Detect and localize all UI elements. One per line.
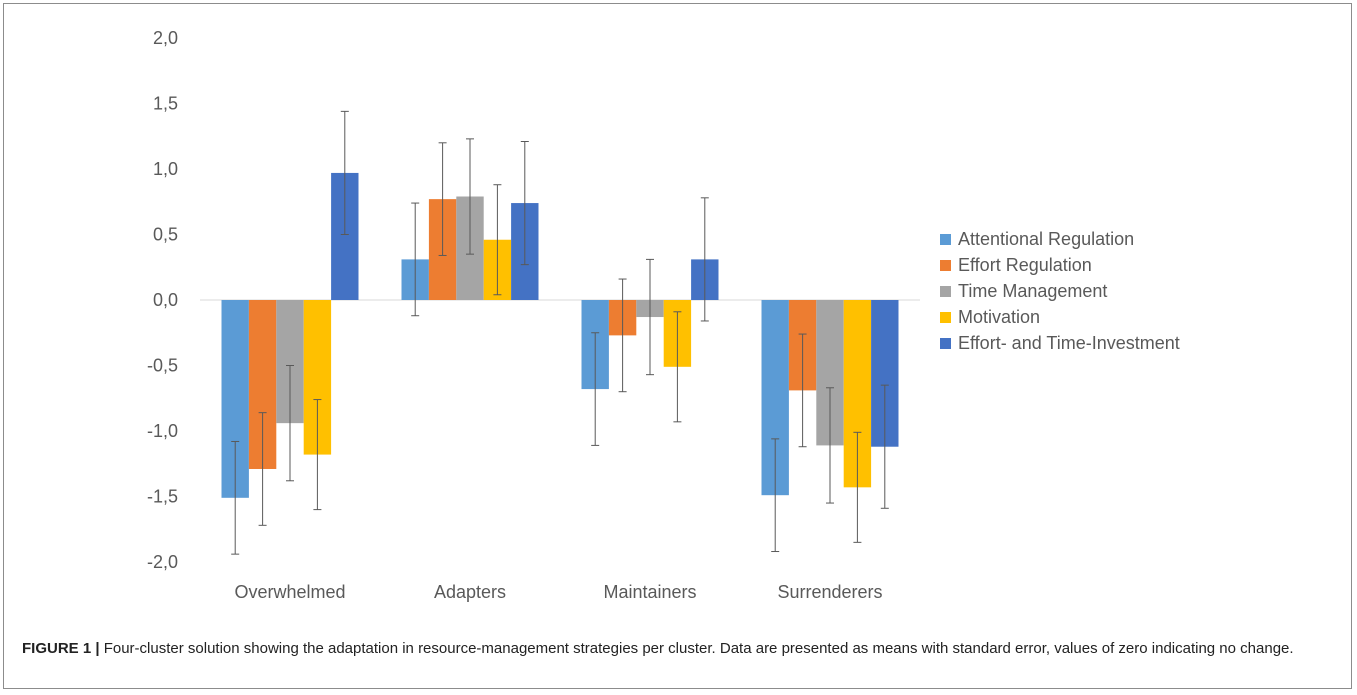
caption-label: FIGURE 1 | [22,640,100,657]
x-category-label: Maintainers [603,582,696,602]
x-category-label: Surrenderers [777,582,882,602]
y-tick-label: -1,0 [147,421,178,441]
legend-swatch [940,286,951,297]
y-tick-label: 1,0 [153,159,178,179]
y-axis: 2,0 1,5 1,0 0,5 0,0 -0,5 -1,0 -1,5 -2,0 [147,28,178,572]
bar-chart: 2,0 1,5 1,0 0,5 0,0 -0,5 -1,0 -1,5 -2,0 Overwhel… [147,28,1180,602]
x-axis: Overwhelmed Adapters Maintainers Surrendere… [234,582,882,602]
y-tick-label: 0,0 [153,290,178,310]
y-tick-label: 1,5 [153,94,178,114]
caption-text: Four-cluster solution showing the adapta… [99,640,1294,657]
y-tick-label: 0,5 [153,225,178,245]
legend: Attentional Regulation Effort Regulation T… [940,229,1180,353]
legend-swatch [940,312,951,323]
x-category-label: Overwhelmed [234,582,345,602]
bars [221,172,899,498]
legend-swatch [940,260,951,271]
y-tick-label: -2,0 [147,552,178,572]
y-tick-label: 2,0 [153,28,178,48]
legend-swatch [940,234,951,245]
y-tick-label: -0,5 [147,356,178,376]
legend-label: Motivation [958,307,1040,327]
legend-label: Attentional Regulation [958,229,1134,249]
legend-label: Effort- and Time-Investment [958,333,1180,353]
legend-label: Effort Regulation [958,255,1092,275]
error-bars [231,110,889,555]
x-category-label: Adapters [434,582,506,602]
legend-label: Time Management [958,281,1107,301]
legend-swatch [940,338,951,349]
y-tick-label: -1,5 [147,487,178,507]
figure-caption: FIGURE 1 | Four-cluster solution showing… [22,638,1340,660]
